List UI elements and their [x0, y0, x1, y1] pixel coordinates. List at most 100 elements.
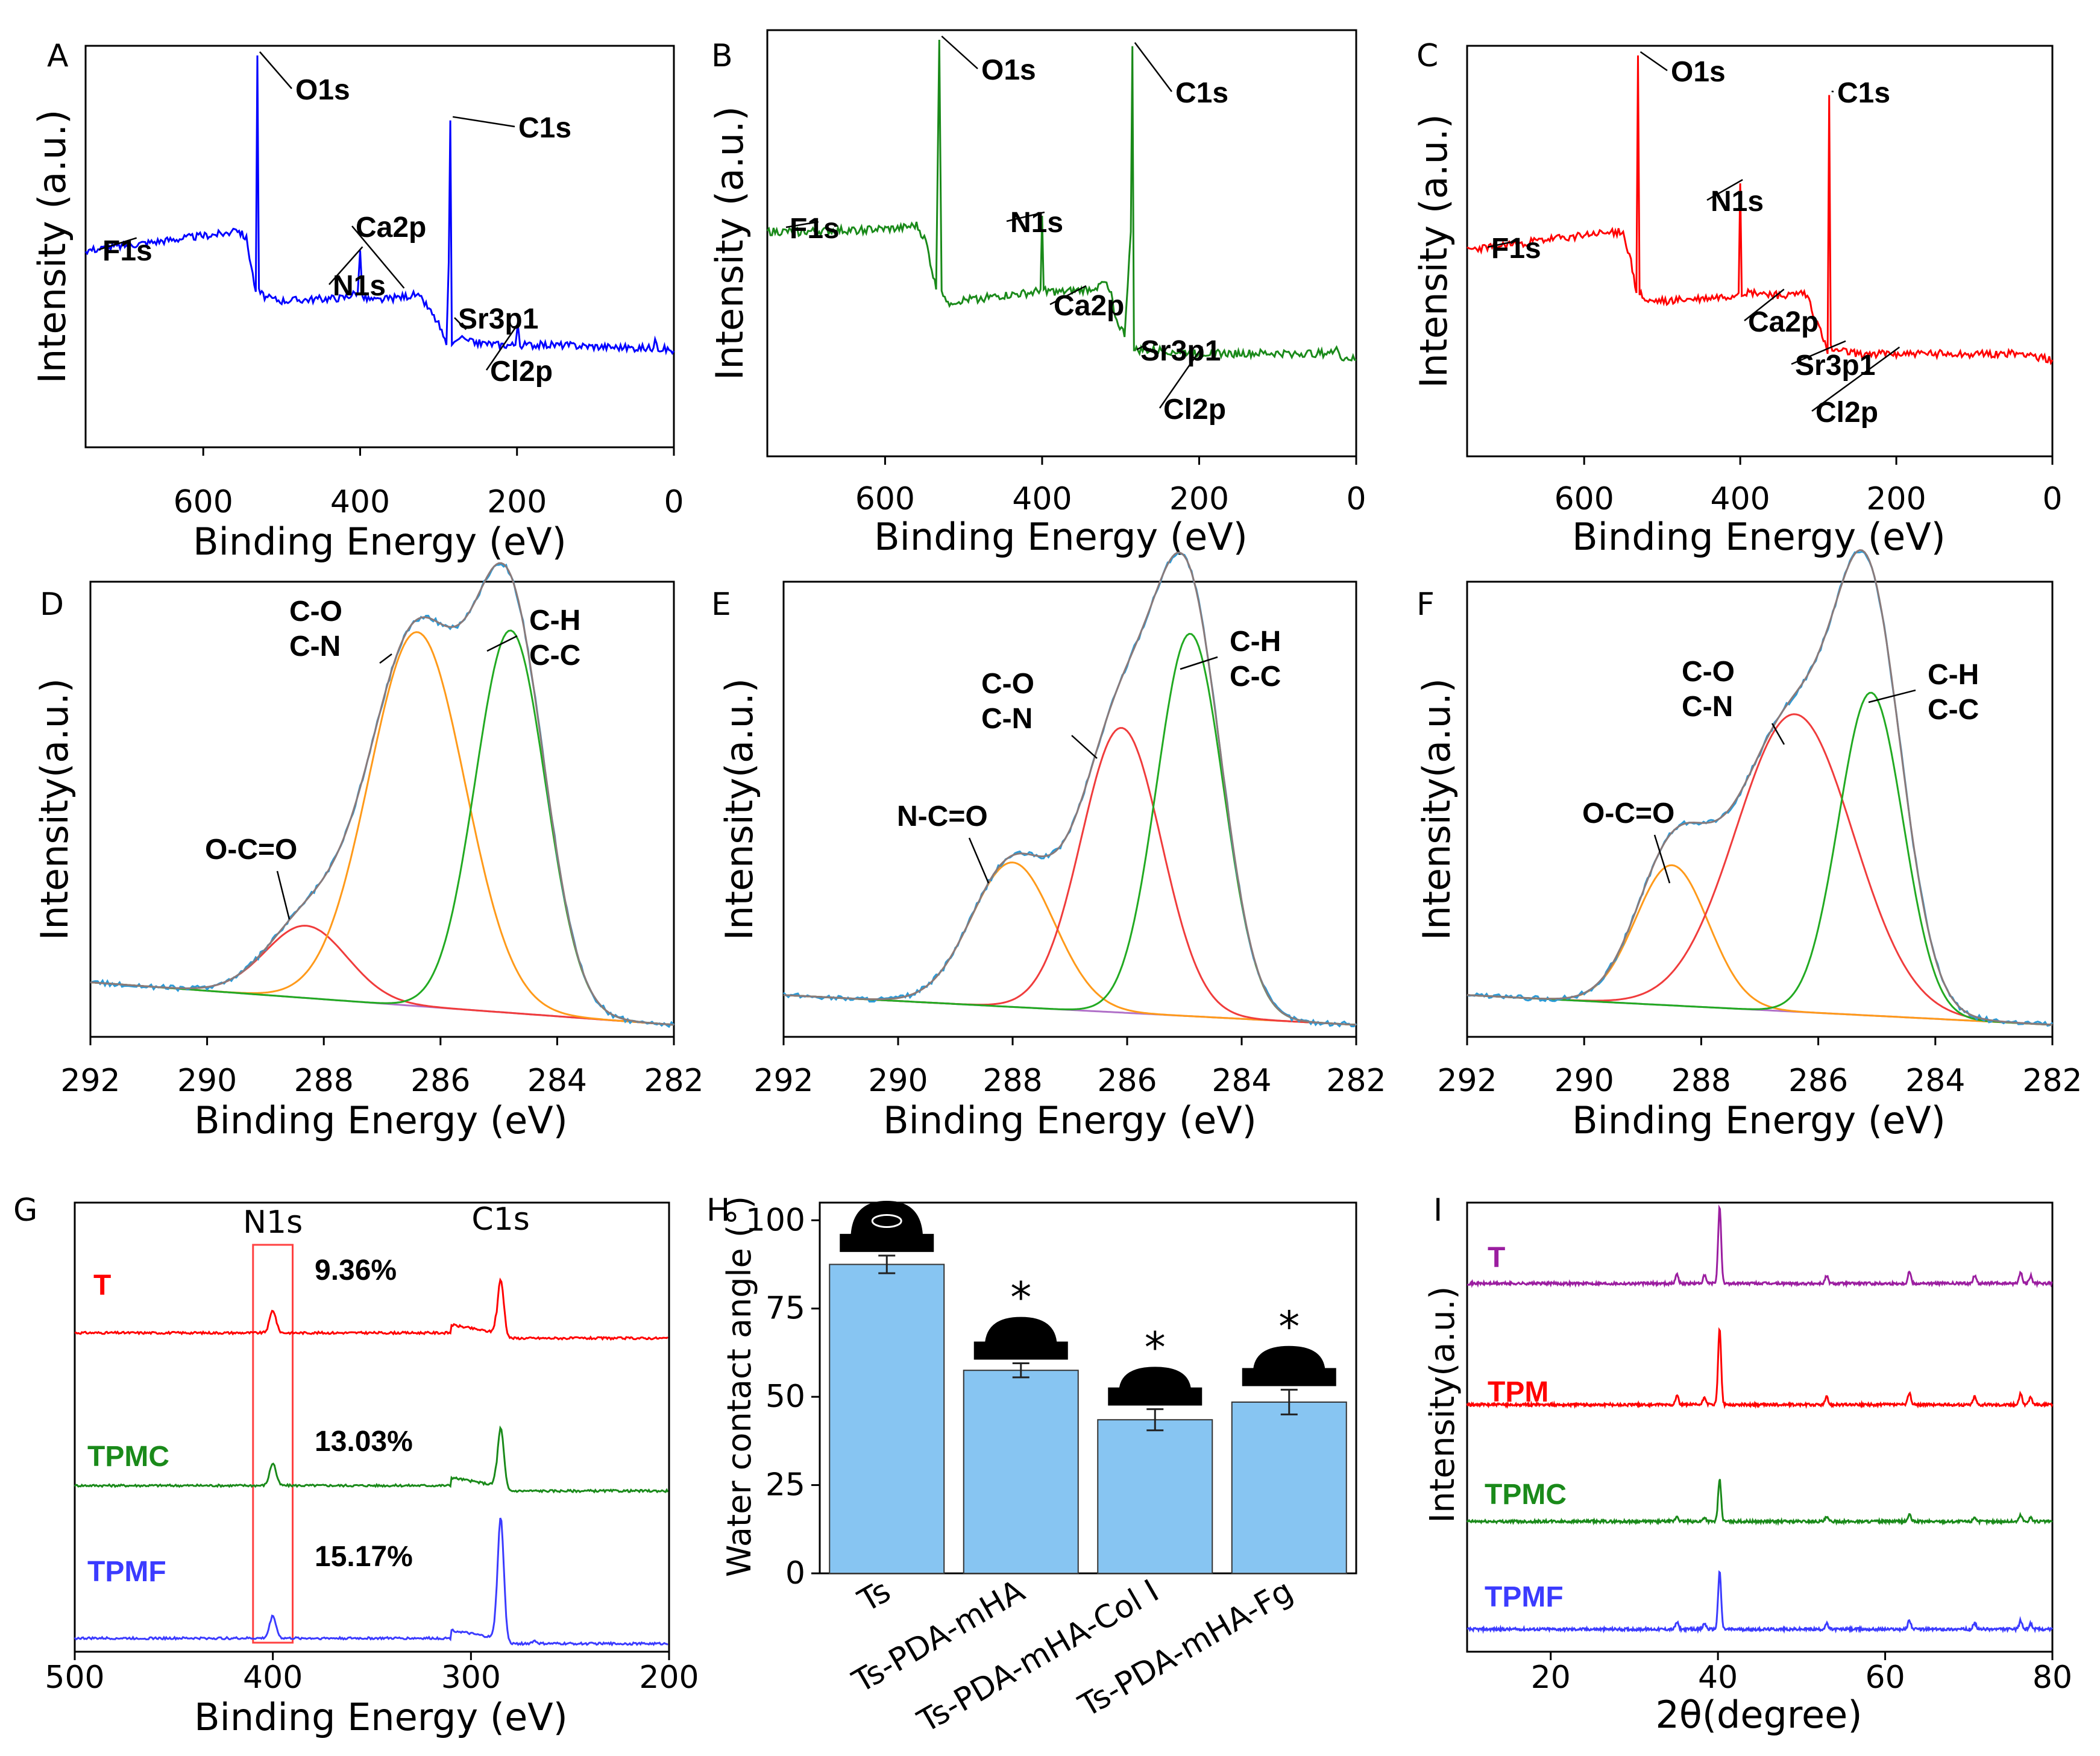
significance-star: * — [1010, 1273, 1031, 1323]
series-label-tpmc: TPMC — [1485, 1479, 1567, 1511]
peak-label: F1s — [102, 235, 152, 267]
peak-label: Sr3p1 — [458, 303, 538, 335]
series-label-tpmc: TPMC — [87, 1441, 169, 1473]
leader-line — [968, 837, 990, 884]
peak-label: C-H C-C — [1928, 659, 1979, 726]
envelope-line — [1467, 549, 2053, 1026]
significance-star: * — [1278, 1302, 1300, 1352]
y-axis-title: Intensity(a.u.) — [33, 678, 77, 940]
y-axis-title: Intensity (a.u.) — [1412, 114, 1456, 388]
panel-letter: B — [711, 38, 733, 74]
peak-label: C-H C-C — [529, 605, 580, 672]
plot-frame — [766, 29, 1357, 458]
fit-component-line — [783, 727, 1357, 1026]
x-tick-label: 286 — [410, 1063, 470, 1099]
y-axis-title: Water contact angle (°) — [720, 1196, 758, 1577]
leader-line — [1791, 340, 1846, 365]
leader-line — [1049, 285, 1087, 306]
spectrum-line-tpmc — [74, 1425, 669, 1494]
x-tick-label: 200 — [1866, 481, 1926, 517]
y-tick-label: 0 — [785, 1555, 805, 1591]
leader-line — [1136, 342, 1149, 351]
x-tick-label: 284 — [1905, 1063, 1965, 1099]
y-tick-label: 100 — [746, 1202, 805, 1238]
x-tick-label: 60 — [1865, 1660, 1905, 1696]
x-tick-label: 400 — [330, 484, 390, 520]
peak-label: O1s — [1671, 56, 1726, 88]
bar — [829, 1264, 945, 1574]
x-tick-label: 600 — [855, 481, 915, 517]
panel-b: B 600 400 200 0 Binding Energy (eV) Intensity … — [708, 29, 1366, 559]
plot-frame — [89, 581, 675, 1038]
droplet — [1119, 1367, 1192, 1391]
x-tick-label: 290 — [1555, 1063, 1614, 1099]
leader-line — [1811, 346, 1900, 412]
peak-label: N1s — [1711, 186, 1764, 218]
x-tick-label: 200 — [1169, 481, 1229, 517]
peak-label: O-C=O — [1582, 798, 1674, 829]
leader-line — [259, 51, 292, 89]
x-axis-title: Binding Energy (eV) — [193, 520, 567, 564]
peak-label: C-O C-N — [1682, 656, 1735, 723]
x-tick-label: 80 — [2032, 1660, 2072, 1696]
x-axis-title: Binding Energy (eV) — [194, 1098, 568, 1142]
region-label-c1s: C1s — [471, 1201, 529, 1238]
series-label-tpm: TPM — [1488, 1376, 1548, 1408]
y-tick-label: 75 — [765, 1291, 805, 1327]
peak-label: C-H C-C — [1230, 626, 1281, 693]
x-tick-label: 292 — [1437, 1063, 1497, 1099]
plot-frame — [74, 1201, 670, 1653]
panel-d: D 292 290 288 286 284 282 Binding Energy (eV) In… — [33, 562, 704, 1142]
envelope-line — [783, 552, 1357, 1026]
plot-frame — [782, 581, 1357, 1038]
leader-line — [1706, 179, 1743, 201]
spectrum-line — [84, 55, 675, 356]
leader-line — [1158, 346, 1203, 409]
x-tick-label: 286 — [1097, 1063, 1157, 1099]
droplet — [850, 1201, 923, 1238]
leader-line — [1653, 834, 1671, 884]
x-tick-label: 400 — [1012, 481, 1072, 517]
leader-line — [379, 653, 392, 664]
panel-letter: D — [40, 587, 64, 623]
leader-line — [276, 870, 291, 920]
x-tick-label: 0 — [2042, 481, 2062, 517]
plot-frame — [1466, 581, 2054, 1038]
raw-data-line — [1467, 550, 2054, 1027]
x-tick-label: 288 — [982, 1063, 1042, 1099]
panel-f: F 292 290 288 286 284 282 Binding Energy (eV) In… — [1415, 549, 2083, 1142]
leader-line — [98, 237, 137, 251]
peak-label: F1s — [790, 213, 840, 245]
leader-line — [1639, 51, 1668, 72]
x-axis-title: Binding Energy (eV) — [194, 1695, 568, 1739]
bar — [1231, 1401, 1347, 1574]
peak-label: C1s — [518, 112, 571, 144]
panel-letter: A — [47, 38, 69, 74]
droplet — [984, 1317, 1057, 1345]
category-label: Ts — [852, 1573, 896, 1620]
x-axis-title: Binding Energy (eV) — [1572, 1098, 1946, 1142]
peak-label: Cl2p — [1815, 397, 1878, 429]
spectrum-line-t — [74, 1277, 668, 1341]
xrd-line-t — [1467, 1204, 2053, 1288]
panel-e: E 292 290 288 286 284 282 Binding Energy (eV) In… — [711, 551, 1386, 1142]
series-label-tpmf: TPMF — [1485, 1581, 1564, 1613]
peak-label: N1s — [1010, 207, 1063, 239]
x-tick-label: 20 — [1531, 1660, 1571, 1696]
leader-line — [785, 221, 819, 228]
y-tick-label: 50 — [765, 1379, 805, 1415]
y-axis-title: Intensity (a.u.) — [30, 110, 74, 384]
x-tick-label: 282 — [2022, 1063, 2082, 1099]
x-tick-label: 40 — [1698, 1660, 1738, 1696]
droplet — [1253, 1345, 1325, 1372]
xrd-line-tpm — [1466, 1327, 2054, 1409]
x-tick-label: 0 — [1346, 481, 1366, 517]
peak-label: N1s — [333, 270, 386, 302]
droplet-highlight — [871, 1213, 902, 1228]
fit-component-line — [1467, 691, 2053, 1026]
leader-line — [1771, 723, 1785, 745]
category-label: Ts-PDA-mHA-Col I — [911, 1573, 1165, 1740]
x-tick-label: 284 — [1212, 1063, 1271, 1099]
